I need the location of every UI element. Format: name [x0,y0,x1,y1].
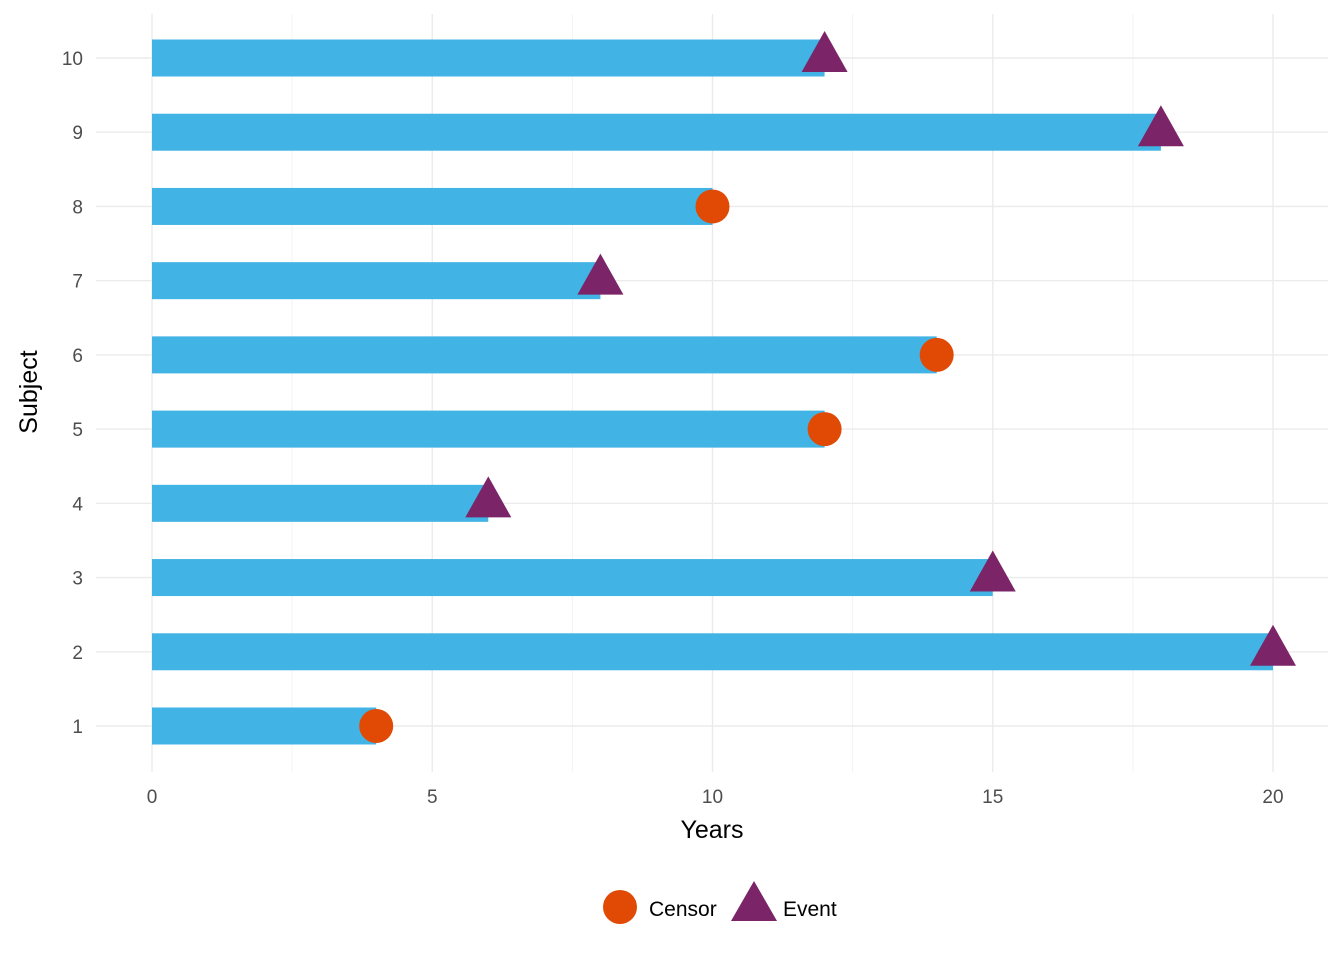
censor-marker [695,189,730,224]
x-tick-label: 5 [427,787,438,808]
bar [152,410,825,448]
legend-censor-label: Censor [649,898,717,921]
censor-marker [807,412,842,447]
y-tick-label: 9 [72,123,83,144]
bar [152,559,993,597]
bar [152,187,713,225]
bar [152,484,489,522]
x-axis-title: Years [680,816,743,844]
x-axis-ticks: 0 5 10 15 20 [147,787,1284,808]
y-tick-label: 8 [72,197,83,218]
event-marker [801,31,848,72]
y-tick-label: 2 [72,643,83,664]
y-tick-label: 10 [62,49,83,70]
x-tick-label: 15 [982,787,1003,808]
bars [152,39,1273,745]
y-tick-label: 3 [72,569,83,590]
bar [152,336,937,374]
bar [152,262,601,300]
bar [152,633,1273,671]
y-tick-label: 6 [72,346,83,367]
x-tick-label: 0 [147,787,158,808]
bar [152,707,377,745]
x-tick-label: 10 [702,787,723,808]
y-axis-ticks: 1 2 3 4 5 6 7 8 9 10 [62,49,84,738]
legend-event-label: Event [783,898,837,921]
markers [359,31,1296,743]
event-marker [1250,624,1296,666]
bar [152,39,825,77]
legend: Censor Event [603,881,837,924]
y-tick-label: 1 [72,717,83,738]
y-tick-label: 7 [72,272,83,293]
event-marker [465,476,512,518]
event-marker [969,550,1016,592]
event-marker [577,253,624,295]
bar [152,113,1161,151]
censor-marker [359,709,394,743]
legend-censor-marker [603,890,637,924]
y-tick-label: 4 [72,494,83,515]
censor-marker [919,337,954,372]
y-axis-title: Subject [15,350,43,433]
legend-event-marker [731,881,777,921]
event-marker [1137,105,1184,147]
x-tick-label: 20 [1262,787,1283,808]
y-tick-label: 5 [72,420,83,441]
